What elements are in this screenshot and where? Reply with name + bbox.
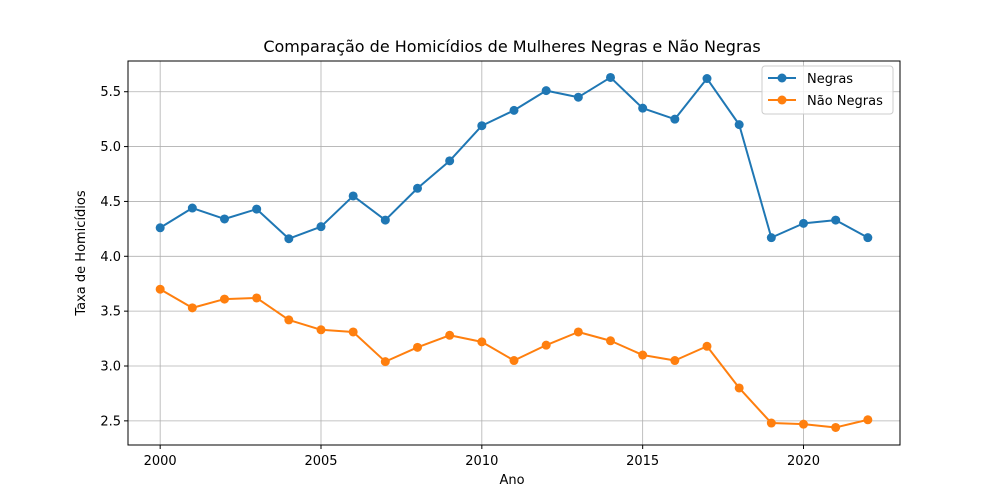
data-point-nao-negras (316, 325, 326, 335)
data-point-nao-negras (477, 337, 487, 347)
legend: Negras Não Negras (761, 65, 894, 115)
data-point-nao-negras (445, 330, 455, 340)
data-point-negras (477, 121, 487, 131)
data-point-nao-negras (606, 336, 615, 346)
x-tick-label: 2020 (787, 454, 820, 469)
data-point-negras (799, 218, 808, 228)
data-point-negras (734, 120, 744, 130)
plot-series (155, 72, 873, 432)
x-tick-label: 2015 (626, 454, 659, 469)
x-axis-title: Ano (499, 473, 524, 488)
data-point-negras (348, 191, 358, 201)
data-point-negras (606, 72, 615, 82)
legend-marker-nao-negras (777, 95, 787, 105)
data-point-negras (541, 86, 551, 96)
data-point-negras (445, 156, 455, 166)
y-tick-label: 3.0 (100, 360, 121, 375)
data-point-nao-negras (638, 350, 648, 360)
data-point-negras (638, 103, 648, 113)
data-point-negras (863, 233, 873, 243)
data-point-nao-negras (734, 383, 744, 393)
data-point-nao-negras (863, 415, 873, 425)
data-point-nao-negras (284, 315, 294, 325)
data-point-negras (413, 183, 422, 193)
y-tick-label: 2.5 (100, 414, 121, 429)
data-point-negras (380, 215, 390, 225)
data-point-nao-negras (187, 303, 197, 313)
data-point-nao-negras (670, 356, 680, 366)
data-point-negras (831, 215, 841, 225)
data-point-negras (670, 114, 680, 124)
legend-marker-negras (777, 73, 787, 83)
y-axis-title: Taxa de Homicídios (74, 190, 89, 317)
plot-frame (127, 60, 901, 446)
y-tick-label: 3.5 (100, 305, 121, 320)
data-point-nao-negras (831, 422, 841, 432)
data-point-negras (284, 234, 294, 244)
y-tick-label: 5.0 (100, 140, 121, 155)
y-tick-label: 4.0 (100, 250, 121, 265)
y-tick-label: 5.5 (100, 85, 121, 100)
data-point-negras (766, 233, 776, 243)
data-point-nao-negras (155, 284, 165, 294)
chart-title: Comparação de Homicídios de Mulheres Neg… (263, 37, 760, 56)
axis-ticks: 2000 2005 2010 2015 2020 2.5 3.0 3.5 4.0 4.5 5.0 5.… (100, 85, 820, 469)
x-tick-label: 2005 (304, 454, 337, 469)
data-point-nao-negras (348, 327, 358, 337)
data-point-nao-negras (252, 293, 262, 303)
x-tick-label: 2010 (465, 454, 498, 469)
data-point-negras (509, 105, 519, 115)
data-point-negras (573, 92, 583, 102)
data-point-negras (220, 214, 229, 224)
legend-label-negras: Negras (807, 72, 853, 87)
data-point-negras (316, 222, 326, 232)
data-point-nao-negras (509, 356, 519, 366)
data-point-negras (252, 204, 262, 214)
data-point-nao-negras (573, 327, 583, 337)
data-point-nao-negras (702, 341, 712, 351)
data-point-nao-negras (380, 357, 390, 367)
data-point-nao-negras (766, 418, 776, 428)
data-point-nao-negras (413, 342, 422, 352)
x-tick-label: 2000 (144, 454, 177, 469)
data-point-nao-negras (220, 294, 229, 304)
y-tick-label: 4.5 (100, 195, 121, 210)
data-point-negras (187, 203, 197, 213)
data-point-nao-negras (799, 419, 808, 429)
legend-label-nao-negras: Não Negras (807, 94, 883, 109)
data-point-nao-negras (541, 340, 551, 350)
data-point-negras (702, 74, 712, 84)
data-point-negras (155, 223, 165, 233)
